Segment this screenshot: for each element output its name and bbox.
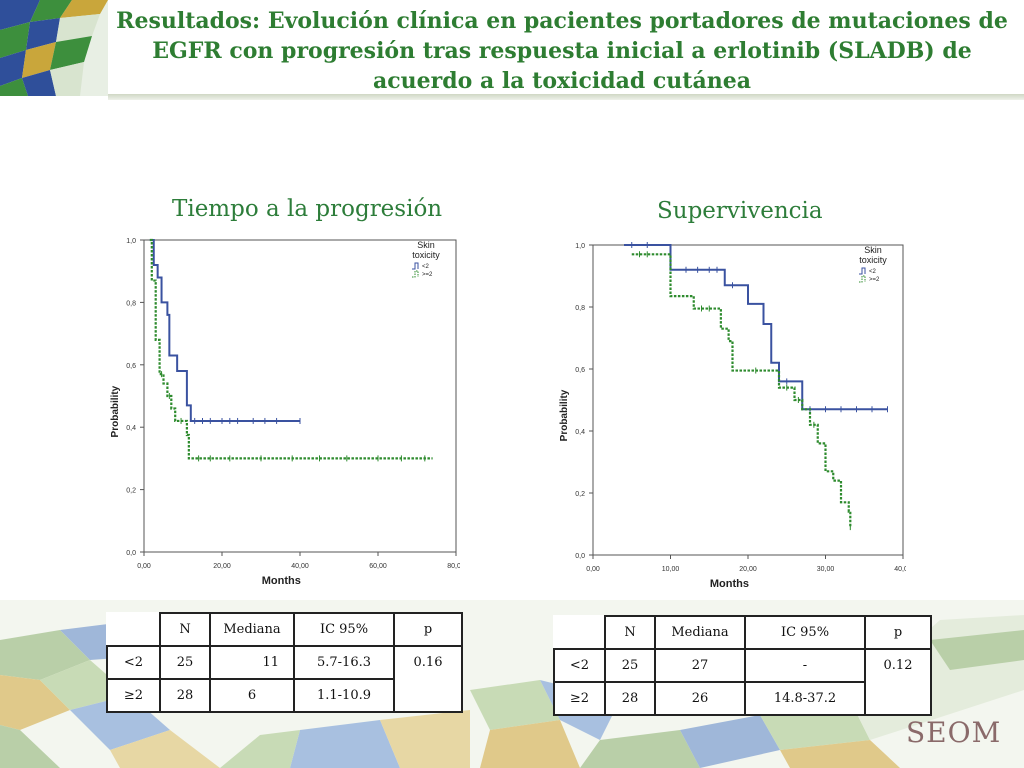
y-axis-title: Probability: [559, 389, 570, 441]
n-cell: 25: [604, 648, 656, 683]
group-cell: ≥2: [553, 681, 606, 716]
median-cell: 27: [654, 648, 746, 683]
n-cell: 25: [159, 645, 211, 680]
ci-cell: 14.8-37.2: [744, 681, 866, 716]
y-tick-label: 1,0: [575, 243, 585, 250]
x-axis-title: Months: [262, 575, 301, 587]
y-tick-label: 0,6: [575, 367, 585, 374]
table-corner: [107, 613, 160, 646]
table-row: <2 25 27 - 0.12: [553, 648, 932, 716]
x-tick-label: 20,00: [213, 563, 231, 570]
km-chart-survival: 0,00 10,00 20,00 30,00 40,00 0,0 0,2 0,4 0,6 0,8 1…: [559, 242, 906, 590]
x-tick-label: 30,00: [817, 566, 835, 573]
x-axis-title: Months: [710, 578, 749, 590]
median-cell: 6: [209, 678, 295, 713]
legend-symbol-ge2: [859, 275, 866, 283]
seom-logo: SEOM: [906, 716, 1002, 749]
y-axis-title: Probability: [110, 385, 121, 437]
table-header-cell: p: [393, 612, 463, 647]
y-tick-label: 0,2: [575, 491, 585, 498]
table-header-cell: p: [864, 615, 932, 650]
legend-title-line1: Skin: [417, 240, 435, 250]
p-value-cell: 0.12: [864, 648, 932, 716]
y-tick-label: 0,2: [126, 488, 136, 495]
legend-entry-lt2: <2: [869, 269, 877, 275]
stats-table-ttp: N Mediana IC 95% p <2 25 11 5.7-16.3 0.1…: [106, 612, 463, 713]
y-tick-label: 0,8: [126, 300, 136, 307]
table-row: ≥2 28 26 14.8-37.2: [553, 681, 931, 716]
y-tick-label: 0,0: [126, 550, 136, 557]
y-tick-label: 0,0: [575, 553, 585, 560]
y-tick-label: 0,4: [575, 429, 585, 436]
km-curve-lt2: [624, 244, 888, 411]
x-tick-label: 40,00: [894, 566, 906, 573]
legend-entry-ge2: >=2: [869, 277, 880, 283]
legend-title-line2: toxicity: [859, 255, 887, 265]
km-curve-ge2: [631, 253, 852, 528]
p-value-cell: 0.16: [393, 645, 463, 713]
table-header-cell: Mediana: [209, 612, 295, 647]
table-header-cell: IC 95%: [293, 612, 395, 647]
header-rule: [108, 94, 1024, 100]
median-cell: 26: [654, 681, 746, 716]
slide-title: Resultados: Evolución clínica en pacient…: [116, 8, 1008, 94]
y-tick-label: 1,0: [126, 238, 136, 245]
group-cell: ≥2: [106, 678, 161, 713]
x-tick-label: 40,00: [291, 563, 309, 570]
x-tick-label: 10,00: [662, 566, 680, 573]
decorative-mosaic-top: [0, 0, 108, 96]
n-cell: 28: [159, 678, 211, 713]
table-header-cell: N: [159, 612, 211, 647]
legend-entry-ge2: >=2: [422, 272, 433, 278]
chart-heading-survival: Supervivencia: [657, 198, 823, 224]
y-tick-label: 0,8: [575, 305, 585, 312]
y-tick-label: 0,4: [126, 425, 136, 432]
chart-heading-ttp: Tiempo a la progresión: [172, 196, 443, 222]
table-header-cell: IC 95%: [744, 615, 866, 650]
n-cell: 28: [604, 681, 656, 716]
stats-table-survival: N Mediana IC 95% p <2 25 27 - 0.12 ≥2 28…: [553, 615, 932, 716]
plot-frame: [143, 239, 457, 553]
km-curve-ge2: [149, 238, 433, 460]
table-header-row: N Mediana IC 95% p: [107, 612, 463, 647]
x-tick-label: 20,00: [739, 566, 757, 573]
legend: Skin toxicity <2 >=2: [412, 240, 440, 278]
x-tick-label: 0,00: [586, 566, 600, 573]
km-curve-lt2: [149, 239, 300, 422]
legend-entry-lt2: <2: [422, 264, 430, 270]
legend-symbol-lt2: [859, 267, 866, 275]
table-row: ≥2 28 6 1.1-10.9: [106, 678, 462, 713]
table-row: <2 25 11 5.7-16.3 0.16: [106, 645, 463, 713]
table-corner: [554, 616, 605, 649]
group-cell: <2: [553, 648, 606, 683]
group-cell: <2: [106, 645, 161, 680]
legend-title-line2: toxicity: [412, 250, 440, 260]
ci-cell: 5.7-16.3: [293, 645, 395, 680]
x-tick-label: 60,00: [369, 563, 387, 570]
legend-symbol-lt2: [412, 262, 419, 270]
x-tick-label: 80,00: [447, 563, 460, 570]
table-header-cell: Mediana: [654, 615, 746, 650]
y-tick-label: 0,6: [126, 363, 136, 370]
median-cell: 11: [209, 645, 295, 680]
km-chart-ttp: 0,00 20,00 40,00 60,00 80,00 0,0 0,2 0,4 0,6 0,8 1…: [110, 238, 460, 587]
table-header-cell: N: [604, 615, 656, 650]
ci-cell: -: [744, 648, 866, 683]
table-header-row: N Mediana IC 95% p: [554, 615, 932, 650]
x-tick-label: 0,00: [137, 563, 151, 570]
legend-symbol-ge2: [412, 270, 419, 278]
ci-cell: 1.1-10.9: [293, 678, 395, 713]
legend-title-line1: Skin: [864, 245, 882, 255]
legend: Skin toxicity <2 >=2: [859, 245, 887, 283]
